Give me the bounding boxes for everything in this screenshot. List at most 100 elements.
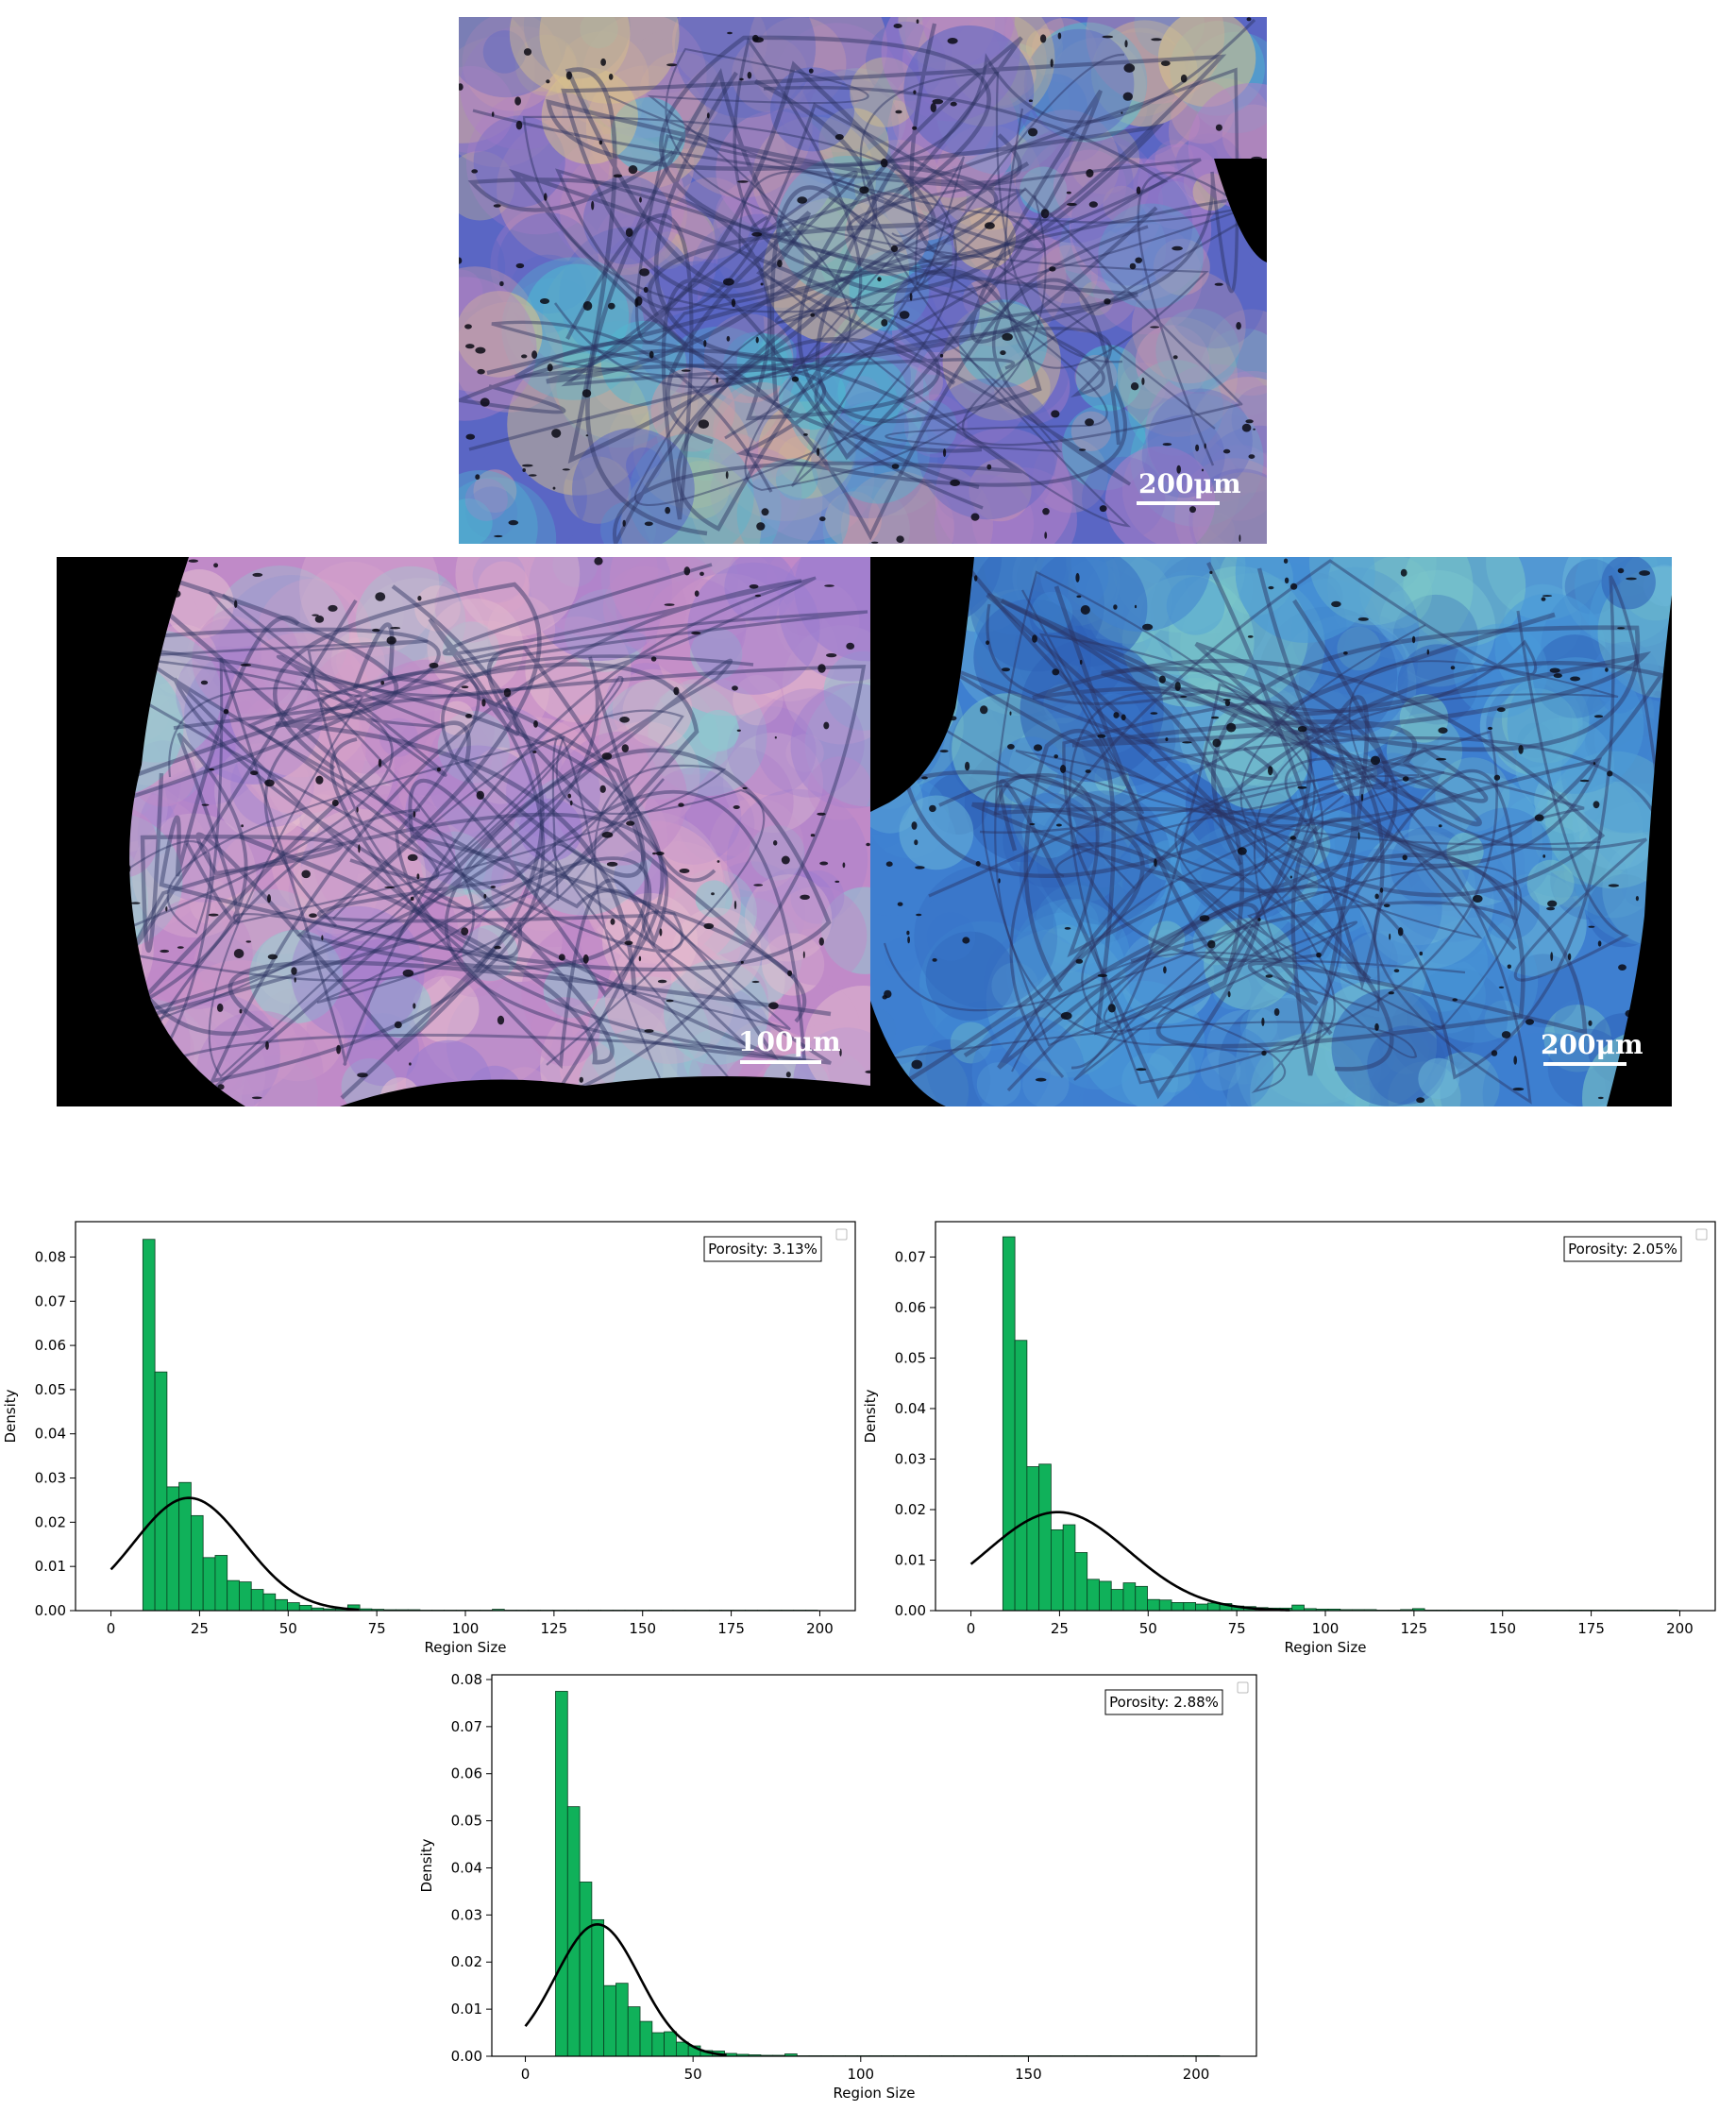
histogram-bar (298, 1604, 312, 1612)
y-tick-label: 0.02 (895, 1501, 926, 1518)
y-tick-label: 0.00 (895, 1602, 926, 1619)
y-tick-label: 0.06 (895, 1299, 926, 1316)
histogram-bar (615, 1983, 629, 2057)
scale-label-bottom-right: 200μm (1541, 1029, 1643, 1060)
histogram-bar (591, 1918, 605, 2057)
x-tick-label: 100 (1312, 1620, 1340, 1637)
legend-marker (835, 1228, 848, 1241)
scale-label-bottom-left: 100μm (738, 1026, 841, 1057)
x-tick-label: 125 (541, 1620, 568, 1637)
histogram-bar (1147, 1598, 1160, 1612)
histogram-bar (603, 1984, 616, 2057)
x-tick-label: 150 (629, 1620, 656, 1637)
histogram-bar (190, 1514, 204, 1612)
x-tick-label: 0 (107, 1620, 116, 1637)
histogram-bar (1050, 1528, 1064, 1612)
histogram-bars (142, 1239, 818, 1612)
porosity-annotation: Porosity: 3.13% (708, 1241, 817, 1258)
fit-curve (110, 1496, 360, 1612)
micrograph-top: 200μm (459, 17, 1267, 544)
x-axis-label: Region Size (425, 1639, 507, 1656)
x-tick-label: 200 (1183, 2066, 1210, 2083)
x-tick-label: 100 (452, 1620, 480, 1637)
legend-marker (1237, 1681, 1249, 1694)
x-tick-label: 175 (1577, 1620, 1605, 1637)
histogram-bar (214, 1555, 228, 1612)
histogram-bar (675, 2041, 689, 2057)
histogram-bar (1183, 1602, 1196, 1612)
y-tick-label: 0.01 (451, 2001, 482, 2018)
porosity-annotation: Porosity: 2.05% (1568, 1241, 1677, 1258)
y-tick-label: 0.05 (451, 1813, 482, 1830)
y-tick-label: 0.06 (35, 1337, 66, 1354)
histogram-bar (1038, 1463, 1052, 1612)
histogram-bar (651, 2032, 666, 2057)
y-tick-label: 0.07 (451, 1718, 482, 1735)
histogram-bar (142, 1239, 156, 1612)
micro-base (870, 557, 1672, 1106)
x-tick-label: 75 (1228, 1620, 1246, 1637)
histogram-bar (566, 1806, 581, 2057)
x-tick-label: 200 (1666, 1620, 1694, 1637)
y-tick-label: 0.06 (451, 1765, 482, 1782)
histogram-bar (1291, 1604, 1305, 1612)
scale-bar-bottom-left (740, 1060, 821, 1064)
histogram-bar (1087, 1579, 1100, 1612)
scale-bar-bottom-right (1543, 1062, 1626, 1066)
micro-base (459, 17, 1267, 544)
y-tick-label: 0.03 (451, 1906, 482, 1923)
y-tick-label: 0.05 (895, 1349, 926, 1366)
x-tick-label: 50 (279, 1620, 297, 1637)
x-tick-label: 150 (1489, 1620, 1516, 1637)
x-tick-label: 125 (1401, 1620, 1428, 1637)
y-axis-label: Density (2, 1389, 19, 1443)
histogram-bar (1062, 1524, 1076, 1612)
histogram-2: 0 25 50 75 100 125 150 175 200 0.00 0.01 0.02 0.03 0.… (862, 1221, 1716, 1656)
histogram-bar (1099, 1580, 1112, 1612)
y-tick-label: 0.07 (35, 1292, 66, 1309)
histogram-3: 0 50 100 150 200 0.00 0.01 0.02 0.03 0.04 0.05 0.06… (418, 1671, 1257, 2102)
porosity-box (1563, 1236, 1682, 1262)
x-tick-label: 175 (717, 1620, 745, 1637)
plot-frame (491, 1674, 1257, 2057)
histogram-bar (1135, 1585, 1148, 1612)
histogram-bar (1074, 1552, 1088, 1612)
y-tick-label: 0.02 (451, 1953, 482, 1970)
histogram-1: 0 25 50 75 100 125 150 175 200 0.00 0.01 0.02 0.03 0.… (2, 1221, 856, 1656)
histogram-bar (1026, 1466, 1040, 1612)
y-tick-label: 0.03 (35, 1470, 66, 1487)
y-tick-label: 0.01 (35, 1558, 66, 1575)
porosity-box (703, 1236, 822, 1262)
micrograph-bottom-left-texture (57, 557, 870, 1106)
histogram-bar (287, 1602, 300, 1612)
y-tick-label: 0.00 (451, 2048, 482, 2065)
histogram-bar (1171, 1602, 1185, 1612)
scale-label-top: 200μm (1138, 468, 1241, 499)
fit-curve (969, 1511, 1290, 1612)
y-tick-label: 0.02 (35, 1513, 66, 1530)
micrograph-top-texture (459, 17, 1267, 544)
y-tick-label: 0.07 (895, 1248, 926, 1265)
x-tick-label: 200 (806, 1620, 834, 1637)
histogram-bar (579, 1882, 593, 2057)
micrograph-bottom-right: 200μm (870, 557, 1672, 1106)
scale-bar-top (1137, 501, 1220, 505)
histogram-bar (1002, 1236, 1016, 1612)
histogram-bar (239, 1581, 252, 1612)
y-tick-label: 0.04 (35, 1426, 66, 1443)
histogram-bar (262, 1593, 277, 1612)
x-tick-label: 0 (521, 2066, 531, 2083)
histogram-bar (639, 2020, 653, 2057)
histogram-bar (1195, 1603, 1208, 1612)
histogram-bar (1014, 1340, 1028, 1612)
histogram-bar (178, 1481, 192, 1612)
micro-base (57, 557, 870, 1106)
porosity-box (1104, 1689, 1223, 1715)
y-tick-label: 0.05 (35, 1381, 66, 1398)
histogram-bar (555, 1691, 568, 2057)
histogram-bar (1110, 1589, 1124, 1612)
histogram-bar (1122, 1582, 1137, 1612)
histogram-bar (227, 1579, 240, 1612)
y-tick-label: 0.01 (895, 1551, 926, 1568)
histogram-bar (627, 2006, 641, 2057)
